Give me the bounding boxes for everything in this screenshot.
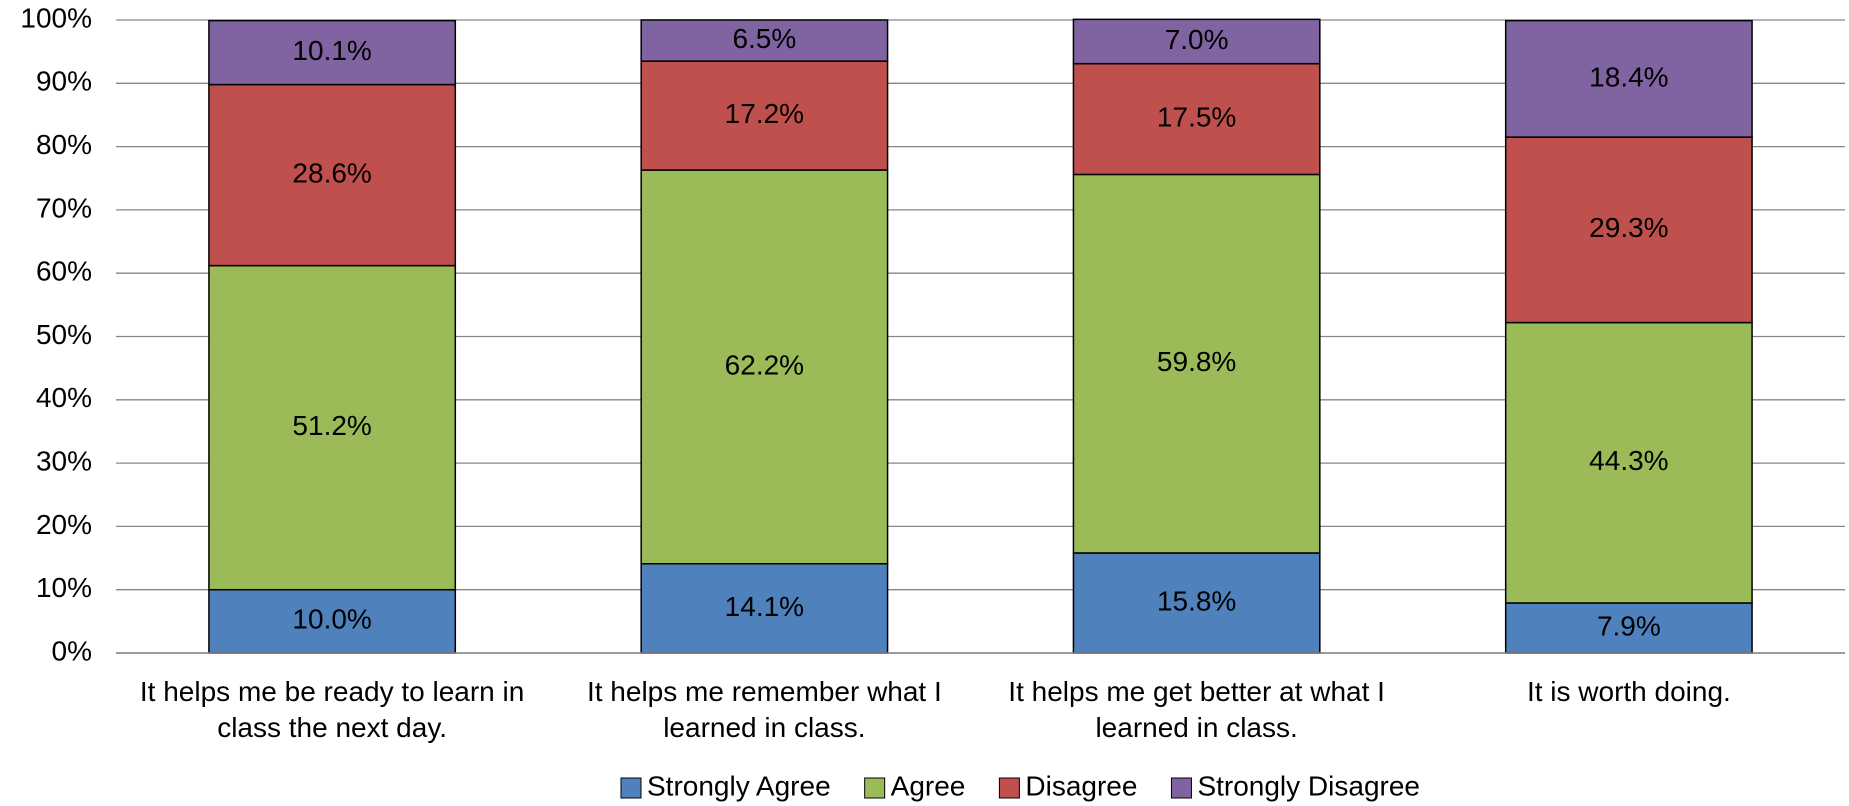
data-label: 51.2% (292, 410, 371, 441)
legend-label: Strongly Agree (647, 770, 831, 801)
y-tick-label: 80% (36, 129, 92, 160)
legend-swatch (620, 777, 642, 799)
y-tick-label: 100% (20, 2, 92, 33)
legend-swatch (1170, 777, 1192, 799)
bar-segment (208, 19, 457, 86)
data-label: 7.0% (1165, 24, 1229, 55)
y-tick-label: 90% (36, 66, 92, 97)
y-tick-label: 50% (36, 319, 92, 350)
legend-label: Agree (891, 770, 966, 801)
y-tick-label: 20% (36, 509, 92, 540)
x-tick-label: It is worth doing. (1526, 676, 1731, 707)
bar-segment (208, 588, 457, 654)
data-label: 15.8% (1157, 585, 1236, 616)
x-tick-label: It helps me get better at what I learned… (1008, 676, 1385, 743)
data-label: 29.3% (1589, 212, 1668, 243)
bar-segment (1504, 321, 1753, 604)
data-label: 6.5% (732, 23, 796, 54)
bar-segment (208, 83, 457, 267)
y-tick-label: 10% (36, 572, 92, 603)
data-label: 62.2% (725, 349, 804, 380)
x-tick-label: It helps me remember what I learned in c… (586, 676, 942, 743)
bar-segment (640, 169, 889, 565)
bar-segment (1072, 173, 1321, 554)
data-label: 18.4% (1589, 61, 1668, 92)
bar-segment (640, 562, 889, 654)
x-tick-label: It helps me be ready to learn in class t… (139, 676, 525, 743)
bar-segment (1504, 602, 1753, 654)
bar-segment (208, 264, 457, 591)
data-label: 17.5% (1157, 101, 1236, 132)
y-tick-label: 70% (36, 192, 92, 223)
data-label: 28.6% (292, 157, 371, 188)
data-label: 44.3% (1589, 445, 1668, 476)
y-tick-label: 0% (52, 635, 92, 666)
bar-segment (1072, 18, 1321, 65)
bar-segment (1504, 136, 1753, 324)
y-tick-label: 30% (36, 445, 92, 476)
data-label: 10.1% (292, 35, 371, 66)
legend-swatch (998, 777, 1020, 799)
bar-segment (1072, 62, 1321, 176)
data-label: 59.8% (1157, 346, 1236, 377)
legend-label: Strongly Disagree (1197, 770, 1420, 801)
y-tick-label: 40% (36, 382, 92, 413)
data-label: 7.9% (1597, 610, 1661, 641)
data-label: 17.2% (725, 98, 804, 129)
legend-swatch (864, 777, 886, 799)
bar-segment (640, 19, 889, 62)
data-label: 14.1% (725, 591, 804, 622)
bar-segment (640, 60, 889, 171)
bar-segment (1072, 552, 1321, 654)
bar-segment (1504, 19, 1753, 138)
y-tick-label: 60% (36, 256, 92, 287)
legend-label: Disagree (1025, 770, 1137, 801)
data-label: 10.0% (292, 604, 371, 635)
